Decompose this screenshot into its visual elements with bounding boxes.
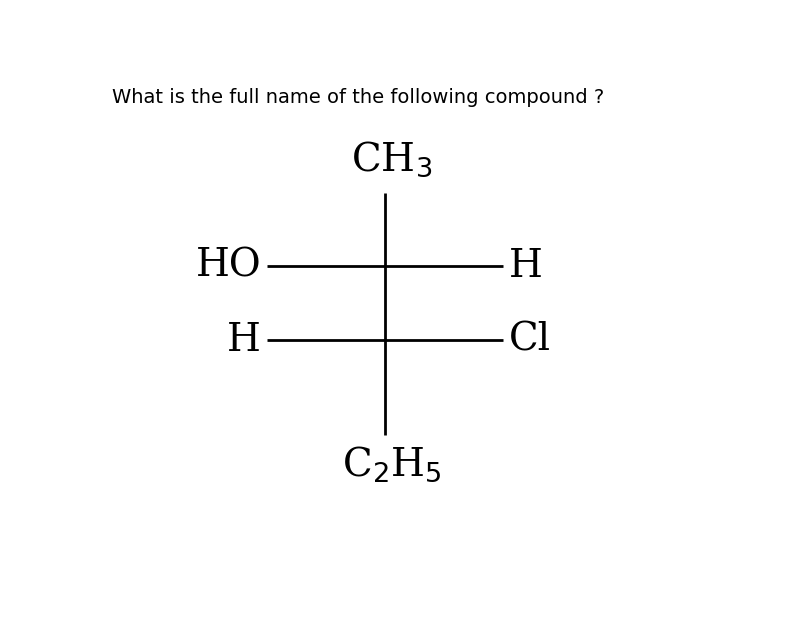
Text: CH$_3$: CH$_3$ [351,139,432,178]
Text: H: H [227,321,262,358]
Text: Cl: Cl [510,321,551,358]
Text: H: H [510,248,543,285]
Text: C$_2$H$_5$: C$_2$H$_5$ [342,445,442,484]
Text: HO: HO [195,248,262,285]
Text: What is the full name of the following compound ?: What is the full name of the following c… [112,88,605,107]
